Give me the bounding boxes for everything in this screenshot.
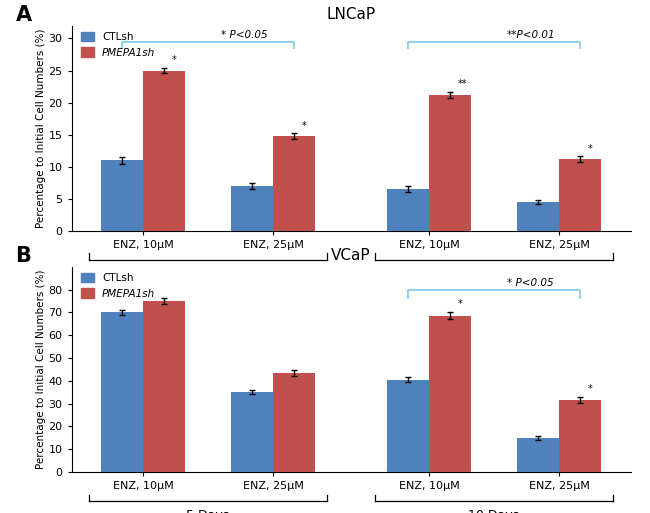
Bar — [101, 160, 143, 231]
Bar — [517, 438, 559, 472]
Text: *: * — [172, 55, 176, 66]
Bar — [143, 70, 185, 231]
Text: B: B — [16, 246, 31, 266]
Bar — [231, 186, 273, 231]
Bar — [387, 189, 429, 231]
Legend: CTLsh, PMEPA1sh: CTLsh, PMEPA1sh — [77, 269, 159, 303]
Text: A: A — [16, 5, 32, 25]
Legend: CTLsh, PMEPA1sh: CTLsh, PMEPA1sh — [77, 28, 159, 62]
Bar — [517, 202, 559, 231]
Title: VCaP: VCaP — [332, 248, 370, 263]
Text: *: * — [588, 144, 592, 154]
Text: * P<0.05: * P<0.05 — [221, 30, 268, 40]
Text: 10 Days: 10 Days — [469, 268, 519, 281]
Bar — [273, 373, 315, 472]
Text: *: * — [588, 384, 592, 394]
Text: *: * — [302, 121, 306, 131]
Bar — [429, 316, 471, 472]
Text: 10 Days: 10 Days — [469, 509, 519, 513]
Text: **: ** — [458, 79, 467, 89]
Bar — [273, 136, 315, 231]
Bar — [101, 312, 143, 472]
Bar — [143, 301, 185, 472]
Y-axis label: Percentage to Initial Cell Numbers (%): Percentage to Initial Cell Numbers (%) — [36, 29, 46, 228]
Bar — [559, 159, 601, 231]
Text: * P<0.05: * P<0.05 — [507, 278, 554, 288]
Text: *: * — [458, 299, 462, 309]
Title: LNCaP: LNCaP — [326, 7, 376, 22]
Text: 5 Days: 5 Days — [187, 268, 229, 281]
Y-axis label: Percentage to Initial Cell Numbers (%): Percentage to Initial Cell Numbers (%) — [36, 270, 46, 469]
Text: **P<0.01: **P<0.01 — [507, 30, 556, 40]
Text: 5 Days: 5 Days — [187, 509, 229, 513]
Bar — [559, 400, 601, 472]
Bar — [231, 392, 273, 472]
Bar — [429, 95, 471, 231]
Bar — [387, 380, 429, 472]
